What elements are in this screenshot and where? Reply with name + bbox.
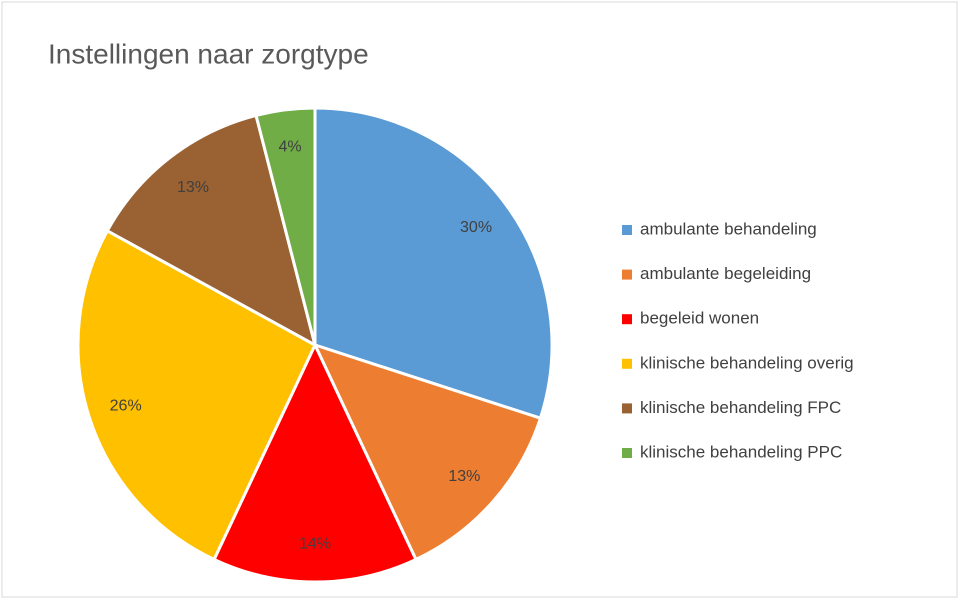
legend-swatch (622, 448, 632, 458)
legend-label: ambulante behandeling (640, 219, 817, 238)
legend-swatch (622, 225, 632, 235)
legend-label: begeleid wonen (640, 309, 759, 328)
legend-swatch (622, 403, 632, 414)
pie-slice (312, 342, 543, 562)
data-label: 14% (299, 535, 331, 552)
pie-slice (254, 106, 317, 346)
legend-swatch (622, 314, 632, 325)
data-label: 26% (110, 398, 142, 415)
pie-slice (105, 113, 318, 348)
legend-label: klinische behandeling FPC (640, 398, 841, 417)
data-label: 4% (278, 139, 301, 156)
data-label: 13% (448, 468, 480, 485)
legend-label: klinische behandeling PPC (640, 442, 842, 461)
data-label: 13% (177, 179, 209, 196)
pie-slice (313, 106, 554, 421)
legend-label: klinische behandeling overig (640, 353, 854, 372)
legend-label: ambulante begeleiding (640, 264, 811, 283)
data-label: 30% (460, 219, 492, 236)
legend-swatch (622, 269, 632, 280)
legend-swatch (622, 358, 632, 369)
pie-slice (212, 341, 418, 584)
chart-title: Instellingen naar zorgtype (48, 38, 369, 69)
